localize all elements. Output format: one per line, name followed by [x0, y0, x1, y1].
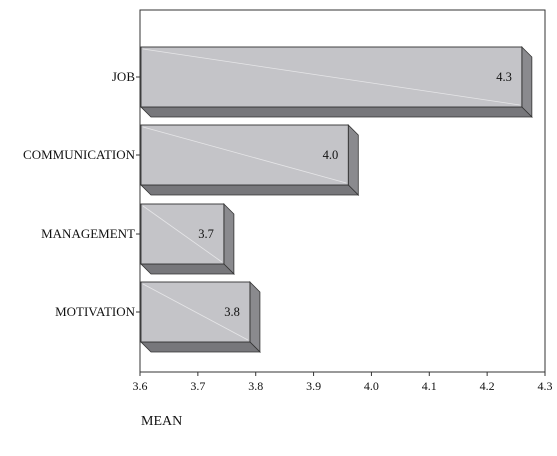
bar-bottom-management: [140, 263, 235, 275]
bar-communication: 4.0: [140, 124, 360, 196]
category-label-management: MANAGEMENT: [41, 226, 135, 241]
x-axis-ticks: 3.6 3.7 3.8 3.9 4.0 4.1 4.2 4.3: [133, 372, 553, 393]
bars-layer: 4.3 4.0 3.7 3.8: [140, 46, 533, 353]
bar-bottom-motivation: [140, 341, 261, 353]
x-tick-label-3.8: 3.8: [248, 379, 263, 393]
data-label-management: 3.7: [198, 227, 214, 241]
bar-side-management: [223, 203, 235, 275]
bar-sheen-job: [142, 48, 520, 106]
bar-sheen-management: [142, 205, 223, 263]
category-labels: JOB COMMUNICATION MANAGEMENT MOTIVATION: [23, 69, 140, 319]
data-label-job: 4.3: [496, 70, 512, 84]
x-tick-label-4.0: 4.0: [364, 379, 379, 393]
bar-side-motivation: [249, 281, 261, 353]
x-tick-label-4.3: 4.3: [538, 379, 553, 393]
bar-motivation: 3.8: [140, 281, 261, 353]
x-tick-label-4.1: 4.1: [422, 379, 437, 393]
data-label-motivation: 3.8: [224, 305, 240, 319]
x-tick-label-3.9: 3.9: [306, 379, 321, 393]
data-label-communication: 4.0: [323, 148, 339, 162]
category-label-motivation: MOTIVATION: [55, 304, 136, 319]
bar-side-communication: [347, 124, 359, 196]
bar-bottom-communication: [140, 184, 360, 196]
bar-management: 3.7: [140, 203, 235, 275]
x-axis-title: MEAN: [141, 414, 182, 429]
bar-sheen-motivation: [142, 283, 249, 341]
bar-job: 4.3: [140, 46, 533, 118]
bar-side-job: [521, 46, 533, 118]
x-tick-label-4.2: 4.2: [480, 379, 495, 393]
category-label-job: JOB: [112, 69, 135, 84]
category-label-communication: COMMUNICATION: [23, 147, 136, 162]
bar-bottom-job: [140, 106, 533, 118]
bar-sheen-communication: [142, 126, 347, 184]
x-tick-label-3.7: 3.7: [190, 379, 205, 393]
x-tick-label-3.6: 3.6: [133, 379, 148, 393]
